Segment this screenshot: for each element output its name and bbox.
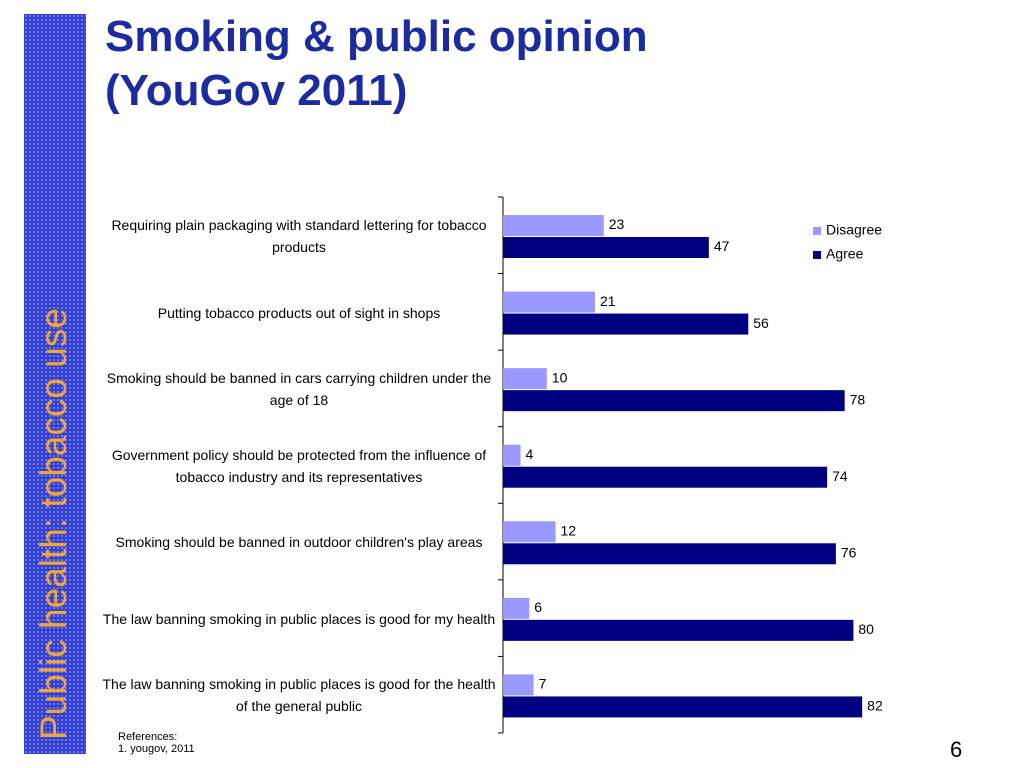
bar: [503, 390, 845, 412]
bar: [503, 368, 547, 390]
data-label: 82: [867, 698, 883, 714]
references-heading: References:: [118, 731, 178, 743]
chart-title: Smoking & public opinion (YouGov 2011): [105, 12, 648, 115]
category-label: The law banning smoking in public places…: [102, 610, 496, 627]
category-label: Smoking should be banned in outdoor chil…: [115, 534, 483, 551]
bar: [503, 237, 709, 258]
data-label: 4: [526, 446, 534, 462]
bar: [503, 696, 863, 718]
category-label: Government policy should be protected fr…: [111, 446, 487, 485]
category-label: Smoking should be banned in cars carryin…: [106, 370, 492, 409]
bar: [503, 521, 556, 543]
legend-swatch: [813, 251, 821, 259]
bar: [503, 313, 749, 335]
page-number: 6: [950, 737, 963, 762]
bar: [503, 466, 828, 488]
data-label: 12: [561, 522, 577, 538]
category-label: The law banning smoking in public places…: [102, 676, 496, 715]
data-label: 78: [850, 391, 866, 407]
bar: [503, 444, 521, 466]
bar: [503, 543, 836, 565]
legend-label: Disagree: [826, 222, 882, 238]
bar: [503, 215, 604, 236]
data-label: 80: [858, 621, 874, 637]
legend-label: Agree: [826, 246, 864, 262]
category-label: Requiring plain packaging with standard …: [111, 217, 487, 255]
reference-item: 1. yougov, 2011: [118, 743, 195, 755]
data-label: 10: [552, 369, 568, 385]
bar: [503, 597, 530, 619]
sidebar: [24, 14, 86, 754]
data-label: 21: [600, 293, 616, 309]
references: References: 1. yougov, 2011: [118, 731, 195, 755]
data-label: 23: [609, 216, 625, 232]
data-label: 47: [714, 238, 730, 254]
data-label: 6: [534, 599, 542, 615]
category-label: Putting tobacco products out of sight in…: [157, 304, 441, 321]
legend-swatch: [813, 227, 821, 235]
bar: [503, 674, 534, 696]
data-label: 56: [753, 315, 769, 331]
data-label: 76: [841, 544, 857, 560]
bar: [503, 619, 854, 641]
data-label: 74: [832, 468, 848, 484]
data-label: 7: [539, 676, 547, 692]
bar: [503, 291, 595, 313]
